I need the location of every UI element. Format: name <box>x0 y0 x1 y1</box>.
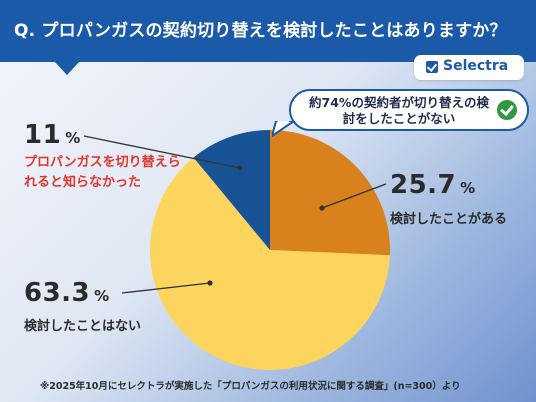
selectra-logo: Selectra <box>414 55 524 80</box>
pie-slice-never <box>149 157 390 371</box>
label-unaware-value: 11% <box>24 120 80 150</box>
label-done-text: 検討したことがある <box>390 212 508 227</box>
survey-footnote: ※2025年10月にセレクトラが実施した「プロパンガスの利用状況に関する調査」(… <box>40 381 461 392</box>
label-unaware-text: プロパンガスを切り替えられると知らなかった <box>24 155 181 190</box>
leader-line-unaware <box>83 135 241 169</box>
leader-line-never <box>121 282 211 294</box>
pie-slice-unaware <box>193 130 270 250</box>
label-never-value: 63.3% <box>24 278 109 308</box>
question-title: Q. プロパンガスの契約切り替えを検討したことはありますか？ <box>14 21 507 41</box>
leader-dot-unaware <box>237 165 243 171</box>
header-pointer <box>54 61 80 75</box>
callout-tail <box>272 121 295 137</box>
logo-text: Selectra <box>443 58 509 74</box>
label-done-value: 25.7% <box>390 170 475 200</box>
unit-unaware: % <box>65 129 81 147</box>
check-circle-icon <box>497 100 517 120</box>
unit-never: % <box>94 287 110 305</box>
pie-slice-done <box>270 130 390 256</box>
value-done: 25.7 <box>390 170 457 200</box>
pie-slices <box>149 130 390 371</box>
label-never-text: 検討したことはない <box>24 319 142 334</box>
value-unaware: 11 <box>24 120 62 150</box>
leader-lines <box>83 135 387 294</box>
callout-text: 約74%の契約者が切り替えの検討をしたことがない <box>309 95 489 126</box>
header-banner: Q. プロパンガスの契約切り替えを検討したことはありますか？ <box>0 0 536 62</box>
leader-dot-never <box>207 280 213 286</box>
callout-bubble: 約74%の契約者が切り替えの検討をしたことがない <box>289 89 529 131</box>
selectra-check-icon <box>426 61 438 73</box>
unit-done: % <box>460 179 476 197</box>
value-never: 63.3 <box>24 278 91 308</box>
leader-dot-done <box>319 205 325 211</box>
leader-line-done <box>321 183 387 209</box>
